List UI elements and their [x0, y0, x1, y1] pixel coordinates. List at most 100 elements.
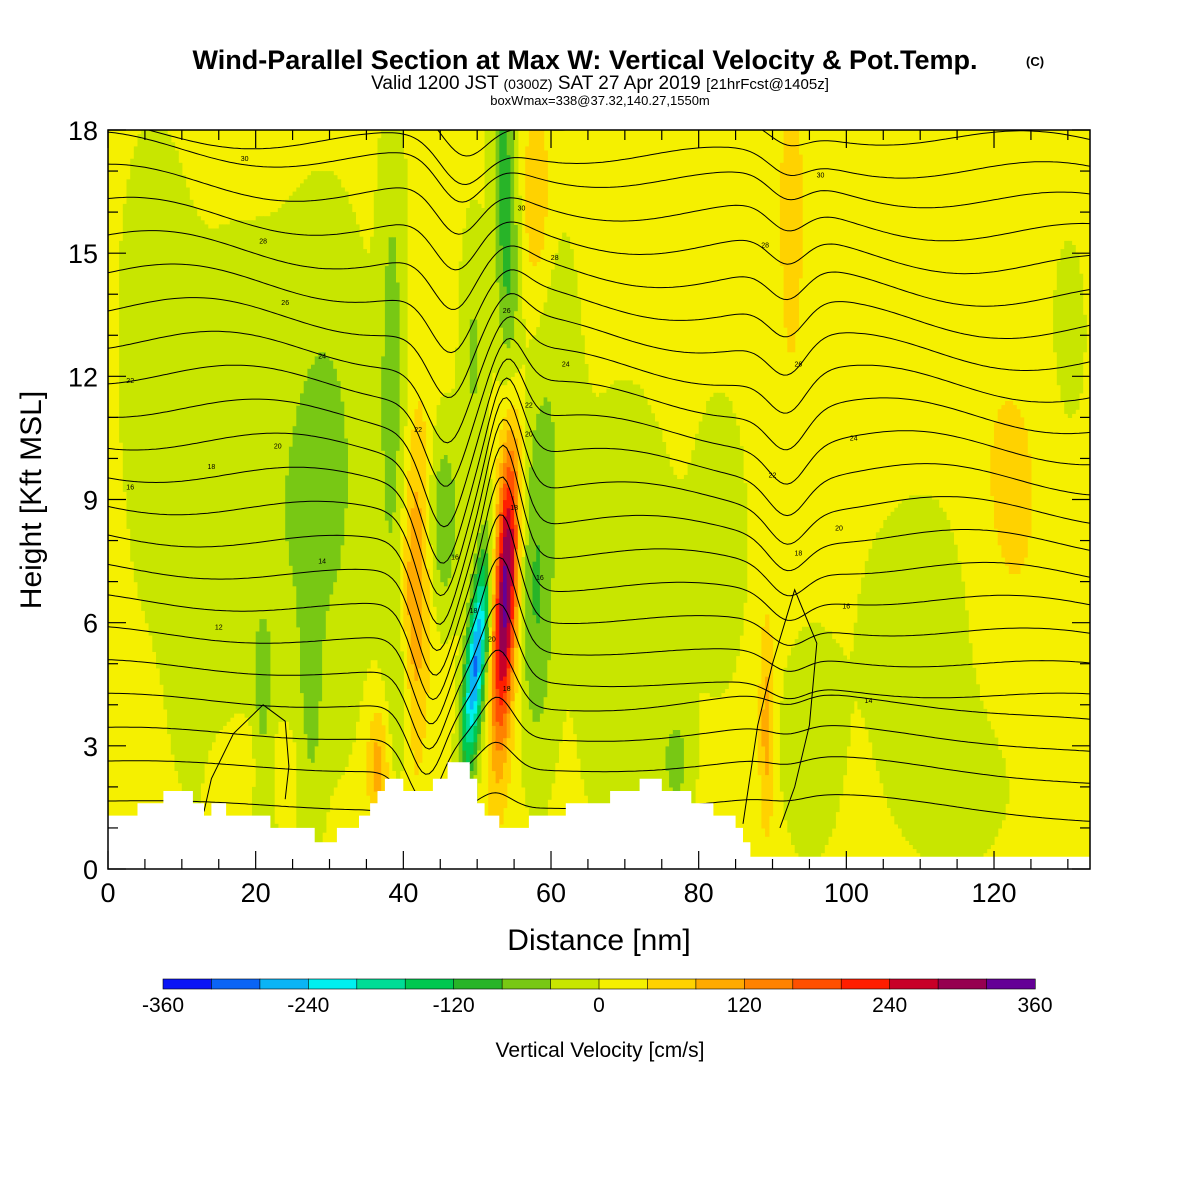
- velocity-cell: [890, 511, 895, 817]
- velocity-cell: [491, 770, 497, 833]
- velocity-cell: [403, 158, 408, 427]
- velocity-cell: [1005, 401, 1010, 566]
- velocity-cell: [868, 548, 873, 743]
- velocity-cell: [702, 413, 707, 694]
- theta-contour-label: 20: [274, 444, 282, 451]
- velocity-cell: [731, 413, 737, 673]
- velocity-cell: [857, 593, 862, 710]
- velocity-cell: [510, 585, 515, 620]
- velocity-cell: [514, 437, 519, 472]
- velocity-cell: [536, 721, 541, 825]
- velocity-cell: [628, 380, 633, 866]
- colorbar: [162, 978, 1036, 990]
- velocity-cell: [536, 327, 541, 414]
- velocity-cell: [477, 618, 482, 673]
- velocity-cell: [252, 220, 257, 759]
- velocity-cell: [791, 130, 796, 353]
- velocity-cell: [743, 483, 748, 603]
- velocity-cell: [137, 134, 142, 599]
- velocity-cell: [255, 630, 260, 710]
- velocity-cell: [698, 421, 703, 694]
- theta-contour: [742, 588, 818, 829]
- velocity-cell: [329, 359, 334, 595]
- velocity-cell: [934, 499, 940, 866]
- theta-contour-label: 28: [761, 243, 769, 250]
- theta-contour-label: 24: [850, 435, 858, 442]
- theta-contour-label: 26: [795, 362, 803, 369]
- velocity-cell: [717, 392, 722, 698]
- velocity-cell: [495, 598, 500, 689]
- velocity-cell: [469, 626, 475, 644]
- velocity-cell: [340, 401, 345, 546]
- theta-contour-label: 20: [525, 431, 533, 438]
- velocity-cell: [473, 602, 478, 620]
- velocity-cell: [994, 421, 999, 529]
- velocity-cell: [595, 396, 600, 833]
- velocity-cell: [1064, 240, 1069, 414]
- velocity-cell: [506, 294, 511, 349]
- velocity-cell: [779, 700, 785, 792]
- velocity-cell: [503, 286, 508, 345]
- axis-tick-labels: 0 20 40 60 80 100 120 0 3 6 9 12 15 18: [68, 116, 1017, 908]
- velocity-cell: [672, 729, 678, 792]
- velocity-cell: [982, 708, 988, 854]
- velocity-cell: [916, 495, 921, 854]
- velocity-cell: [669, 466, 674, 735]
- theta-contour-label: 22: [126, 378, 134, 385]
- velocity-cell: [1023, 429, 1028, 558]
- velocity-cell: [488, 479, 493, 628]
- velocity-cell: [994, 737, 999, 837]
- velocity-cell: [215, 228, 220, 735]
- velocity-cell: [624, 380, 630, 866]
- y-tick-label: 12: [68, 362, 98, 392]
- velocity-cell: [503, 676, 508, 693]
- colorbar-swatch: [889, 978, 939, 990]
- velocity-cell: [532, 614, 537, 722]
- velocity-cell: [510, 130, 515, 340]
- velocity-cell: [477, 671, 482, 689]
- colorbar-swatch: [404, 978, 455, 990]
- velocity-cell: [521, 557, 526, 788]
- velocity-cell: [466, 692, 471, 714]
- velocity-cell: [709, 396, 715, 698]
- theta-contour: [108, 476, 1090, 676]
- velocity-cell: [713, 392, 718, 698]
- velocity-cell: [503, 417, 508, 443]
- theta-contour: [108, 293, 1090, 399]
- x-tick-label: 80: [684, 878, 714, 908]
- chart-subtitle-2: boxWmax=338@37.32,140.27,1550m: [490, 93, 710, 108]
- velocity-cell: [159, 130, 164, 685]
- velocity-cell: [396, 450, 401, 780]
- velocity-cell: [152, 130, 157, 652]
- velocity-cell: [477, 602, 482, 620]
- velocity-cell: [477, 733, 482, 751]
- velocity-cell: [621, 380, 626, 866]
- theta-contour: [108, 444, 1090, 652]
- velocity-cell: [373, 741, 379, 792]
- theta-contour-label: 24: [562, 362, 570, 369]
- velocity-cell: [643, 396, 648, 850]
- velocity-cell: [318, 171, 323, 353]
- velocity-cell: [322, 639, 327, 833]
- theta-contour: [108, 741, 1090, 829]
- velocity-cell: [639, 388, 644, 858]
- velocity-cell: [466, 643, 471, 665]
- velocity-cell: [336, 179, 342, 382]
- velocity-cell: [466, 663, 471, 693]
- velocity-cell: [536, 544, 541, 624]
- velocity-cell: [528, 339, 534, 468]
- theta-contour: [108, 337, 1090, 487]
- velocity-cell: [514, 524, 519, 550]
- velocity-cell: [178, 162, 183, 784]
- velocity-cell: [469, 199, 475, 320]
- velocity-cell: [322, 351, 327, 640]
- colorbar-swatch: [307, 978, 358, 990]
- colorbar-swatch: [356, 978, 406, 990]
- velocity-cell: [683, 474, 689, 829]
- velocity-cell: [503, 536, 508, 566]
- velocity-cell: [554, 253, 559, 763]
- velocity-cell: [680, 737, 685, 784]
- velocity-cell: [861, 577, 866, 718]
- theta-contour-label: 20: [488, 637, 496, 644]
- velocity-cell: [480, 700, 486, 722]
